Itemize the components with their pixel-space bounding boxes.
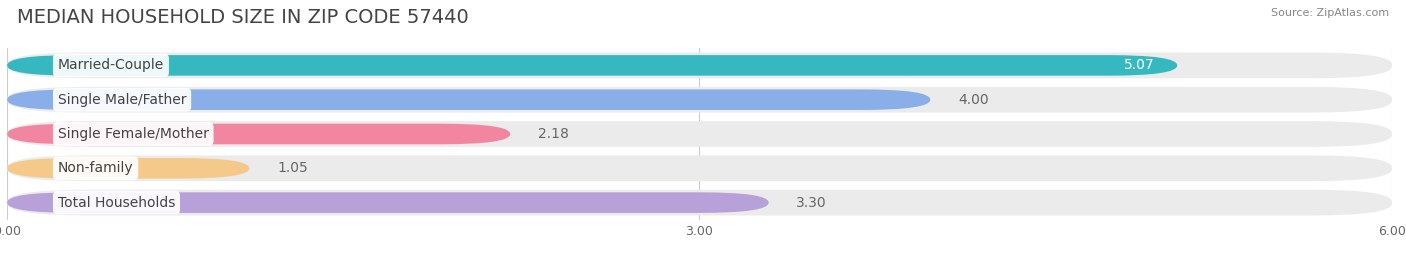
FancyBboxPatch shape xyxy=(7,155,1392,181)
Text: Single Male/Father: Single Male/Father xyxy=(58,93,187,107)
FancyBboxPatch shape xyxy=(7,124,510,144)
Text: Source: ZipAtlas.com: Source: ZipAtlas.com xyxy=(1271,8,1389,18)
FancyBboxPatch shape xyxy=(7,190,1392,215)
Text: 4.00: 4.00 xyxy=(957,93,988,107)
FancyBboxPatch shape xyxy=(7,121,1392,147)
FancyBboxPatch shape xyxy=(7,87,1392,113)
Text: MEDIAN HOUSEHOLD SIZE IN ZIP CODE 57440: MEDIAN HOUSEHOLD SIZE IN ZIP CODE 57440 xyxy=(17,8,468,27)
Text: 2.18: 2.18 xyxy=(538,127,569,141)
Text: Married-Couple: Married-Couple xyxy=(58,58,165,72)
FancyBboxPatch shape xyxy=(7,55,1177,76)
FancyBboxPatch shape xyxy=(7,90,931,110)
Text: 3.30: 3.30 xyxy=(796,196,827,210)
FancyBboxPatch shape xyxy=(7,192,769,213)
Text: 5.07: 5.07 xyxy=(1123,58,1154,72)
Text: Single Female/Mother: Single Female/Mother xyxy=(58,127,208,141)
Text: Total Households: Total Households xyxy=(58,196,176,210)
Text: 1.05: 1.05 xyxy=(277,161,308,175)
FancyBboxPatch shape xyxy=(7,158,249,178)
FancyBboxPatch shape xyxy=(7,53,1392,78)
Text: Non-family: Non-family xyxy=(58,161,134,175)
